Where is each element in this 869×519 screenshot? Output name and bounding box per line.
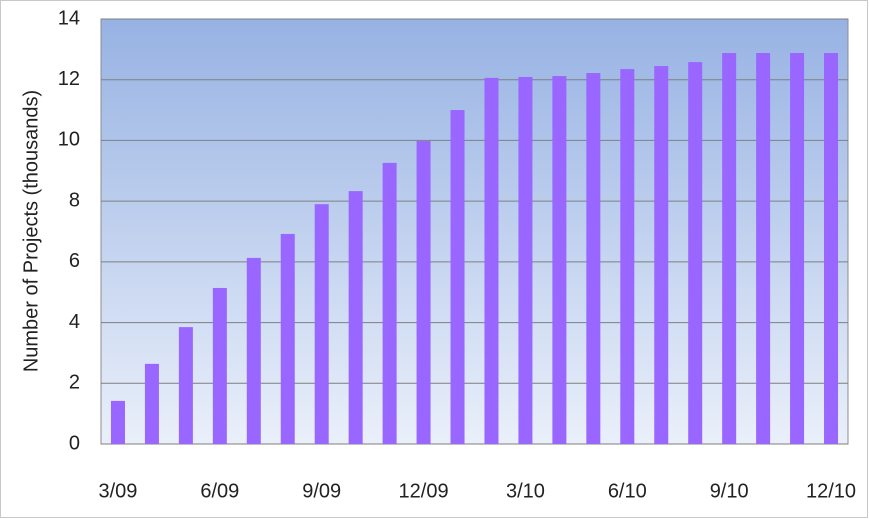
- bar: [144, 363, 159, 444]
- bar: [620, 69, 635, 444]
- bar: [756, 53, 771, 444]
- bar: [110, 400, 125, 444]
- bar: [518, 76, 533, 444]
- bar: [246, 257, 261, 444]
- bar: [552, 76, 567, 445]
- bar: [824, 53, 839, 444]
- x-tick-label: 3/09: [99, 480, 138, 502]
- bar: [654, 66, 669, 444]
- y-tick-label: 10: [58, 129, 80, 151]
- bar: [416, 141, 431, 445]
- y-tick-label: 4: [69, 311, 80, 333]
- x-tick-label: 9/10: [710, 480, 749, 502]
- y-tick-label: 8: [69, 189, 80, 211]
- bar: [450, 110, 465, 445]
- y-tick-label: 12: [58, 68, 80, 90]
- x-tick-label: 12/10: [806, 480, 856, 502]
- bar: [382, 162, 397, 444]
- bar: [348, 191, 363, 444]
- bar: [212, 287, 227, 444]
- x-tick-label: 3/10: [506, 480, 545, 502]
- x-tick-label: 6/10: [608, 480, 647, 502]
- x-tick-label: 9/09: [302, 480, 341, 502]
- bar: [722, 53, 737, 444]
- bar: [586, 73, 601, 445]
- bar: [178, 327, 193, 444]
- bar: [688, 62, 703, 444]
- y-tick-label: 14: [58, 7, 80, 29]
- bar: [280, 233, 295, 444]
- y-axis-title: Number of Projects (thousands): [20, 90, 42, 372]
- x-tick-label: 12/09: [399, 480, 449, 502]
- y-tick-label: 0: [69, 432, 80, 454]
- y-tick-label: 6: [69, 250, 80, 272]
- x-tick-label: 6/09: [200, 480, 239, 502]
- y-tick-label: 2: [69, 372, 80, 394]
- bar: [484, 77, 499, 445]
- bar: [790, 53, 805, 444]
- bar: [314, 204, 329, 444]
